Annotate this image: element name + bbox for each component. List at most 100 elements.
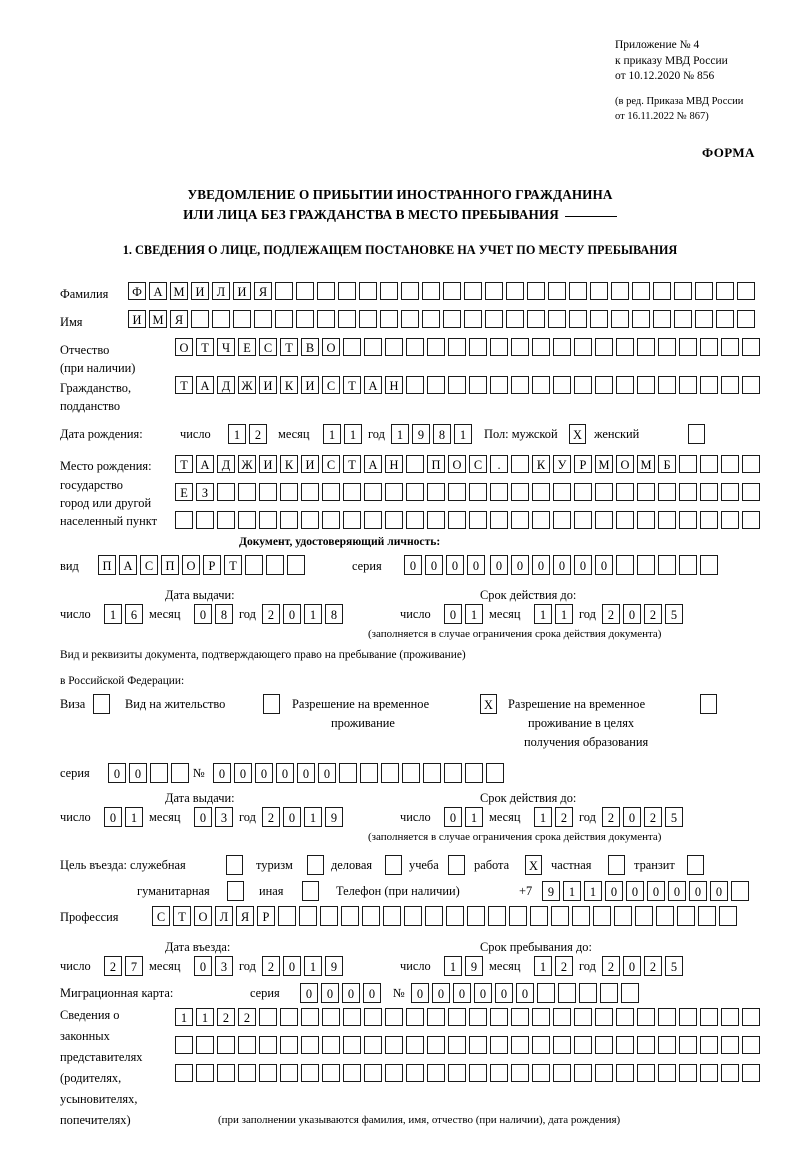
char-cell[interactable]: Н	[385, 376, 403, 394]
education-residence-checkbox[interactable]	[700, 694, 717, 714]
char-cell[interactable]	[595, 1008, 613, 1026]
char-cell[interactable]	[171, 763, 189, 783]
char-cell[interactable]	[653, 282, 671, 300]
char-cell[interactable]: И	[233, 282, 251, 300]
char-cell[interactable]	[448, 1064, 466, 1082]
char-cell[interactable]	[506, 282, 524, 300]
char-cell[interactable]: 0	[255, 763, 273, 783]
char-cell[interactable]: 2	[238, 1008, 256, 1026]
char-cell[interactable]	[511, 1064, 529, 1082]
char-cell[interactable]	[490, 1064, 508, 1082]
char-cell[interactable]	[721, 1064, 739, 1082]
char-cell[interactable]: 5	[665, 807, 683, 827]
char-cell[interactable]	[406, 1008, 424, 1026]
char-cell[interactable]	[637, 376, 655, 394]
char-cell[interactable]	[595, 511, 613, 529]
char-cell[interactable]	[488, 906, 506, 926]
char-cell[interactable]: Е	[238, 338, 256, 356]
char-cell[interactable]	[506, 310, 524, 328]
char-cell[interactable]	[245, 555, 263, 575]
char-cell[interactable]	[280, 483, 298, 501]
char-cell[interactable]	[259, 1008, 277, 1026]
char-cell[interactable]	[402, 763, 420, 783]
char-cell[interactable]: 1	[304, 956, 322, 976]
char-cell[interactable]	[287, 555, 305, 575]
char-cell[interactable]: 2	[644, 956, 662, 976]
char-cell[interactable]	[721, 483, 739, 501]
char-cell[interactable]	[695, 282, 713, 300]
char-cell[interactable]: 0	[647, 881, 665, 901]
char-cell[interactable]	[721, 338, 739, 356]
char-cell[interactable]	[486, 763, 504, 783]
char-cell[interactable]	[301, 1036, 319, 1054]
char-cell[interactable]	[551, 906, 569, 926]
char-cell[interactable]: 1	[104, 604, 122, 624]
char-cell[interactable]: Ф	[128, 282, 146, 300]
char-cell[interactable]: П	[427, 455, 445, 473]
char-cell[interactable]	[383, 906, 401, 926]
char-cell[interactable]	[317, 310, 335, 328]
char-cell[interactable]	[595, 338, 613, 356]
char-cell[interactable]	[737, 282, 755, 300]
char-cell[interactable]	[485, 282, 503, 300]
char-cell[interactable]	[427, 1008, 445, 1026]
char-cell[interactable]: 3	[215, 807, 233, 827]
char-cell[interactable]: 0	[411, 983, 429, 1003]
char-cell[interactable]	[339, 763, 357, 783]
char-cell[interactable]	[616, 483, 634, 501]
char-cell[interactable]	[656, 906, 674, 926]
char-cell[interactable]	[364, 1064, 382, 1082]
char-cell[interactable]	[443, 282, 461, 300]
char-cell[interactable]: Т	[280, 338, 298, 356]
char-cell[interactable]	[511, 511, 529, 529]
char-cell[interactable]: 0	[318, 763, 336, 783]
char-cell[interactable]	[595, 1036, 613, 1054]
purpose-official-checkbox[interactable]	[226, 855, 243, 875]
char-cell[interactable]	[259, 1064, 277, 1082]
char-cell[interactable]	[677, 906, 695, 926]
char-cell[interactable]	[343, 1064, 361, 1082]
char-cell[interactable]	[679, 1064, 697, 1082]
char-cell[interactable]: Е	[175, 483, 193, 501]
char-cell[interactable]	[548, 310, 566, 328]
char-cell[interactable]: 0	[453, 983, 471, 1003]
char-cell[interactable]	[532, 483, 550, 501]
char-cell[interactable]	[742, 1064, 760, 1082]
char-cell[interactable]: О	[322, 338, 340, 356]
char-cell[interactable]	[341, 906, 359, 926]
char-cell[interactable]	[527, 310, 545, 328]
char-cell[interactable]	[465, 763, 483, 783]
char-cell[interactable]	[381, 763, 399, 783]
char-cell[interactable]	[679, 338, 697, 356]
char-cell[interactable]	[632, 310, 650, 328]
char-cell[interactable]	[425, 906, 443, 926]
char-cell[interactable]	[742, 483, 760, 501]
char-cell[interactable]	[700, 1008, 718, 1026]
char-cell[interactable]	[574, 1036, 592, 1054]
char-cell[interactable]: 1	[125, 807, 143, 827]
char-cell[interactable]	[742, 455, 760, 473]
char-cell[interactable]	[742, 376, 760, 394]
char-cell[interactable]	[553, 376, 571, 394]
char-cell[interactable]	[637, 1064, 655, 1082]
char-cell[interactable]	[658, 1036, 676, 1054]
char-cell[interactable]: 2	[262, 807, 280, 827]
char-cell[interactable]	[553, 1064, 571, 1082]
char-cell[interactable]	[427, 1036, 445, 1054]
char-cell[interactable]	[217, 483, 235, 501]
char-cell[interactable]: 1	[323, 424, 341, 444]
char-cell[interactable]	[558, 983, 576, 1003]
char-cell[interactable]: 1	[555, 604, 573, 624]
char-cell[interactable]	[632, 282, 650, 300]
char-cell[interactable]	[343, 483, 361, 501]
